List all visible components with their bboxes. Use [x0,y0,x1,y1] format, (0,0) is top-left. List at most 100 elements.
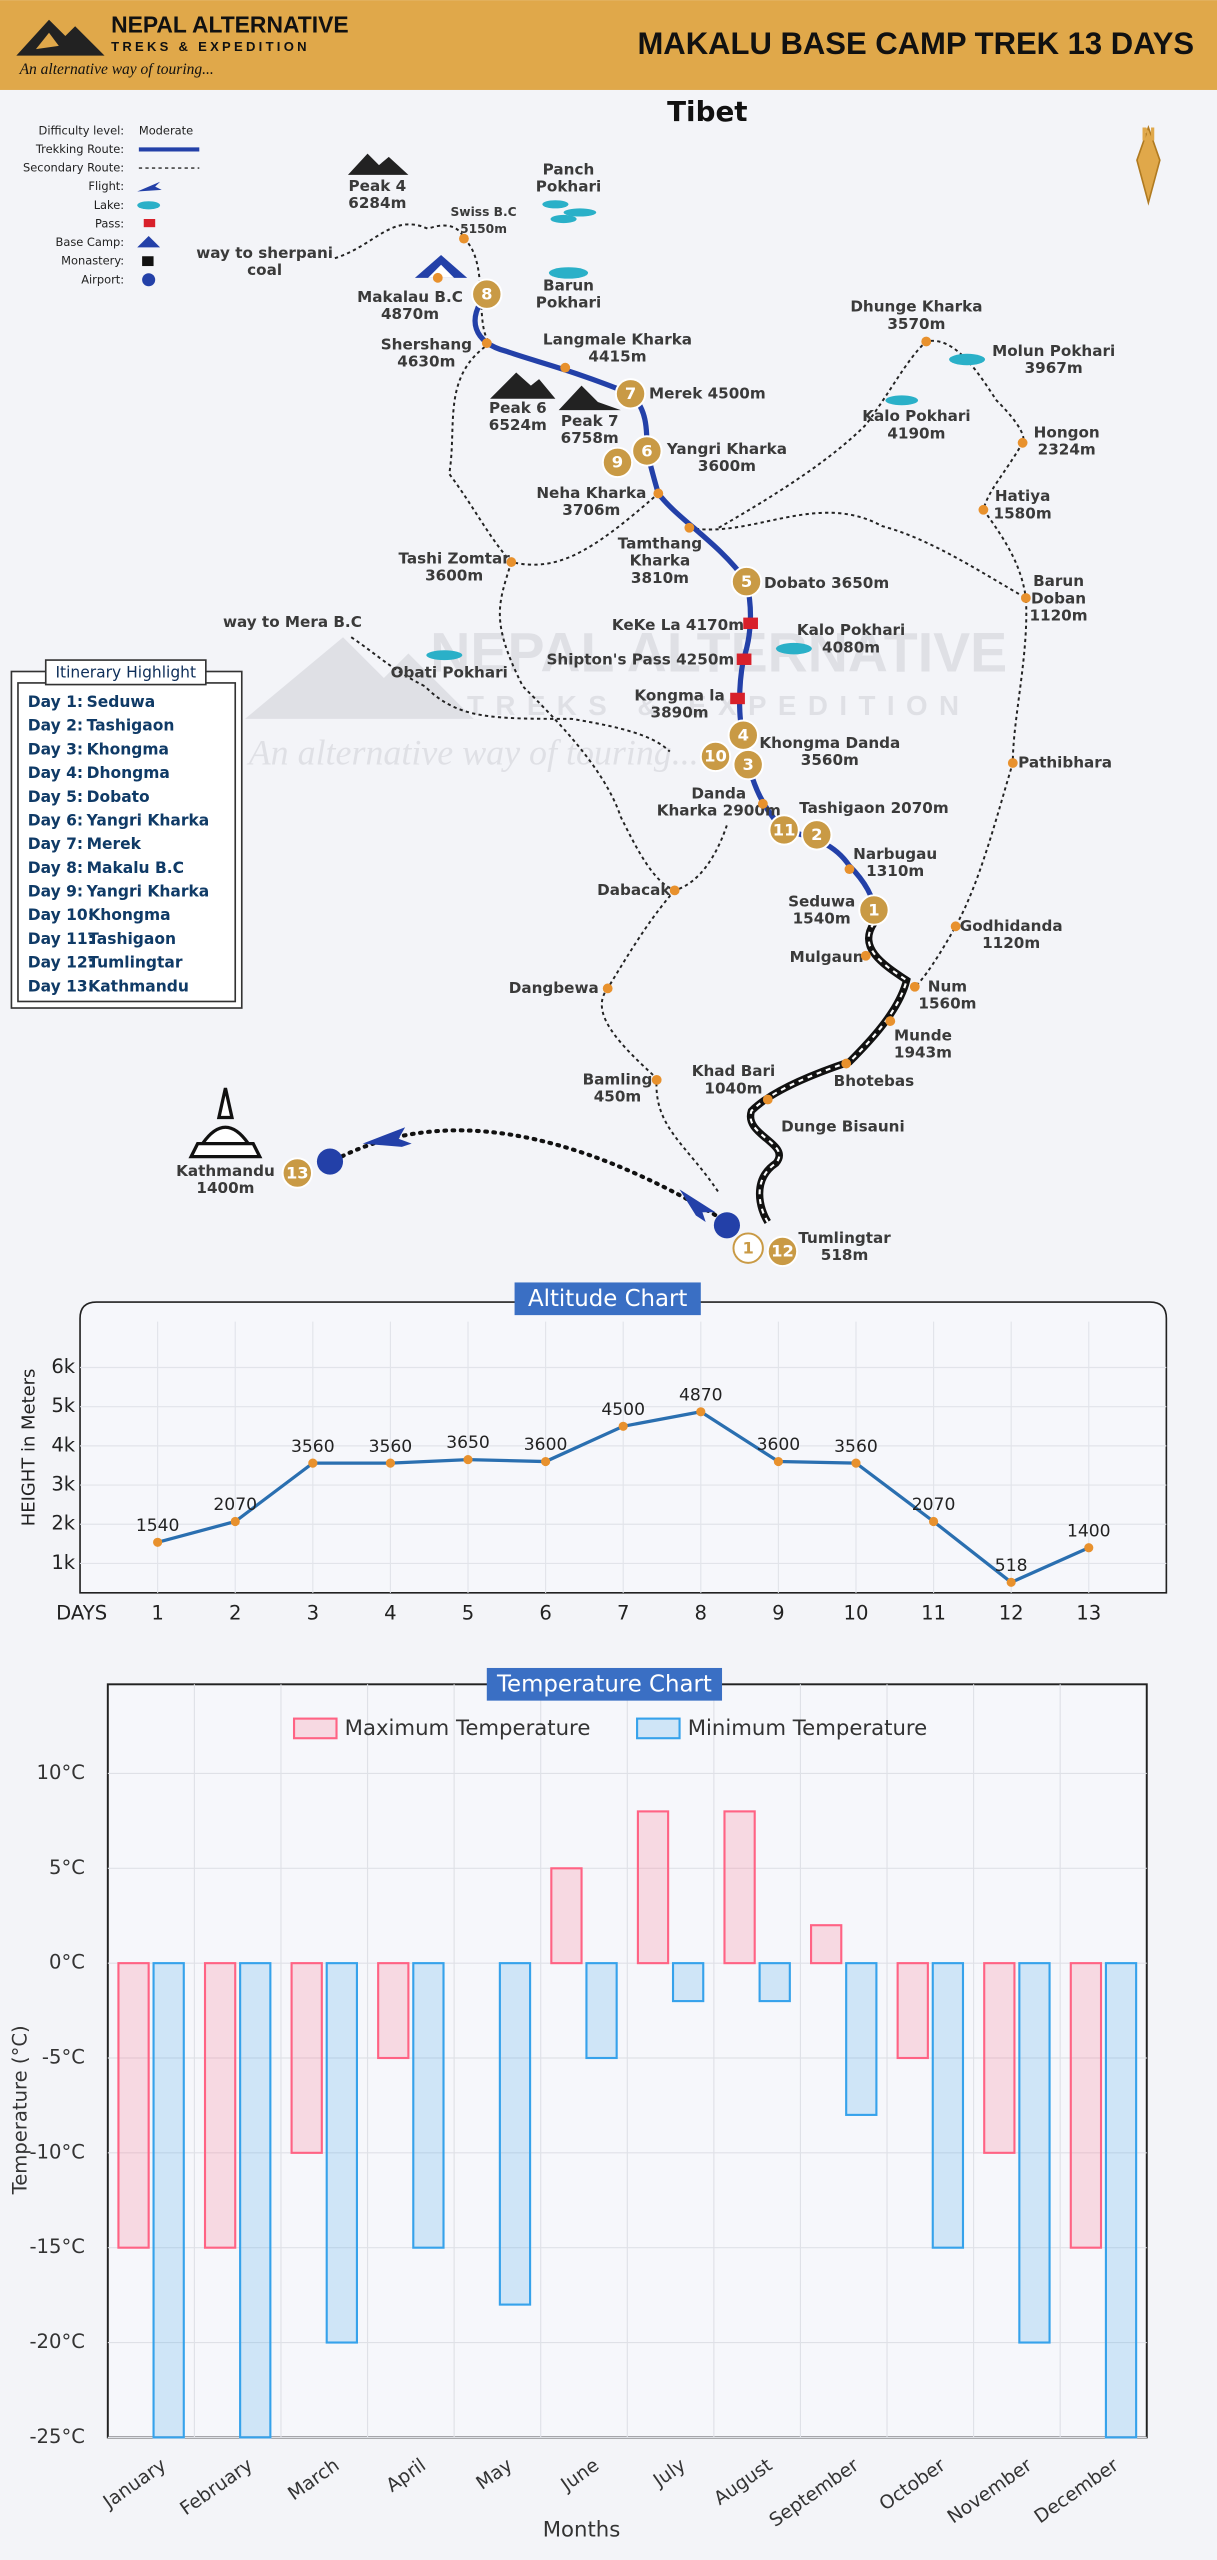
place-label: 518m [821,1246,869,1264]
bar [845,1962,878,2116]
watermark: NEPAL ALTERNATIVE TREKS & EXPEDITION An … [245,621,1007,773]
legend-symbol [142,273,156,287]
itinerary-day: Day 9: [28,883,83,901]
watermark-sub: TREKS & EXPEDITION [467,690,971,721]
place-label: Hatiya [995,487,1051,505]
bar [758,1962,791,2003]
data-label: 2070 [912,1495,956,1515]
place-label: 1400m [196,1179,254,1197]
place-label: Makalau B.C [357,288,463,306]
lake [426,650,463,661]
header-band [0,0,1217,90]
itinerary-place: Merek [87,835,142,853]
altitude-point [851,1458,861,1468]
place-label: 450m [594,1088,642,1106]
airport [316,1148,344,1175]
place-label: Tamthang [618,535,702,553]
y-tick-label: 4k [51,1433,75,1456]
lake [885,395,919,406]
itinerary-day: Day 1: [28,693,83,711]
x-tick-label: 8 [695,1602,707,1625]
data-label: 4870 [679,1385,723,1405]
location-dot [1017,437,1028,448]
location-dot [844,864,855,875]
location-dot [762,1094,773,1105]
location-dot [506,557,517,567]
bar [498,1962,532,2306]
itinerary-day: Day 12: [28,954,94,972]
place-label: 4415m [588,348,646,366]
day-marker-label: 9 [612,453,623,472]
data-label: 1540 [136,1516,180,1536]
place-label: Peak 6 [489,399,547,417]
location-dot [921,336,932,347]
legend-swatch [636,1717,681,1740]
legend-label: Trekking Route: [35,142,124,156]
legend-label: Difficulty level: [39,123,125,137]
place-label: Shershang [381,335,472,353]
y-tick-label: -10°C [29,2140,84,2163]
y-tick-label: 3k [51,1473,75,1496]
place-label: Dhunge Kharka [850,298,982,316]
day-marker-label: 2 [811,825,822,844]
day-marker-label: 1 [868,900,879,919]
bar [412,1962,445,2249]
place-label: 1560m [918,994,976,1012]
secondary-route [448,342,659,566]
place-label: Bhotebas [834,1072,915,1090]
airport [713,1212,741,1239]
lake [949,353,986,366]
pass-flag [736,653,752,665]
location-dot [602,983,613,994]
data-label: 1400 [1067,1521,1111,1541]
altitude-point [308,1458,318,1468]
itinerary-day: Day 11: [28,930,94,948]
place-label: Kalo Pokhari [797,621,905,639]
day-marker-label: 10 [704,747,727,766]
x-tick-label: 12 [999,1602,1024,1625]
day-marker [732,1232,764,1264]
place-label: Tashigaon 2070m [799,799,948,817]
place-label: 4870m [381,305,439,323]
x-tick-label: 4 [384,1602,396,1625]
day-marker-label: 4 [738,726,749,745]
place-label: Obati Pokhari [391,664,508,682]
itinerary-place: Seduwa [87,693,156,711]
place-label: Langmale Kharka [543,330,692,348]
bar [585,1962,618,2060]
place-label: 3560m [801,751,859,769]
itinerary-place: Makalu B.C [87,859,184,877]
itinerary-day: Day 5: [28,788,83,806]
stupa [188,1087,263,1159]
y-tick-label: 1k [51,1551,75,1574]
itinerary-day: Day 10: [28,906,94,924]
bar [117,1962,150,2249]
day-marker [801,819,833,851]
day-marker-label: 8 [481,284,492,303]
day-marker [858,894,890,926]
place-label: Panch [543,160,595,178]
place-label: Pokhari [536,294,601,312]
location-dot [885,1016,896,1026]
itinerary-place: Tumlingtar [88,954,183,972]
bar [931,1962,965,2249]
legend-symbol [137,181,162,192]
place-label: 6758m [561,429,619,447]
altitude-point [153,1537,163,1547]
data-label: 3650 [446,1433,490,1453]
place-label: Dunge Bisauni [781,1118,905,1136]
place-label: Yangri Kharka [666,440,787,458]
place-label: 2324m [1038,441,1096,459]
bar [1104,1962,1138,2439]
place-label: Godhidanda [960,917,1063,935]
place-label: coal [247,261,282,279]
itinerary-day: Day 3: [28,740,83,758]
legend-symbol [137,201,161,210]
place-label: Narbugau [853,845,937,863]
x-tick-label: 13 [1076,1602,1101,1625]
itinerary-day: Day 4: [28,764,83,782]
plane [679,1189,716,1223]
x-tick-label: 7 [617,1602,629,1625]
place-label: 1310m [866,862,924,880]
